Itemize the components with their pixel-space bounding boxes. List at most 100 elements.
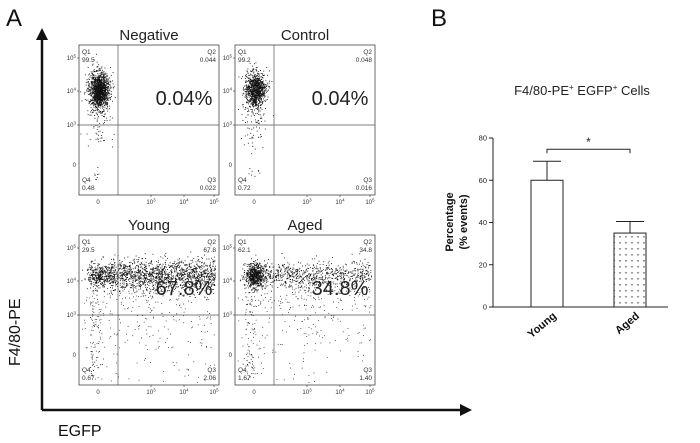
q4-value: 0.72 (238, 185, 251, 192)
y-tick-label: 105 (223, 54, 233, 63)
y-tick-label: 103 (67, 311, 77, 320)
x-tick-label: 104 (335, 198, 345, 207)
plot-frame (234, 234, 376, 386)
bar-category-label: Young (526, 310, 559, 341)
y-tick-label: 103 (223, 311, 233, 320)
x-tick-label: 103 (302, 388, 312, 397)
y-tick-label: 104 (223, 87, 233, 96)
q4-value: 0.67 (82, 375, 95, 382)
q2-name: Q2 (207, 49, 216, 56)
q2-value: 34.8 (359, 247, 372, 254)
x-tick-label: 104 (335, 388, 345, 397)
bar-y-tick-label: 80 (479, 134, 487, 143)
q1-value: 29.5 (82, 247, 95, 254)
q1-name: Q1 (82, 49, 91, 56)
flow-x-axis-label: EGFP (58, 423, 102, 440)
plot-frame (78, 234, 220, 386)
bar-y-tick-label: 0 (483, 303, 487, 312)
q2-value: 67.8 (203, 247, 216, 254)
y-tick-label: 104 (67, 277, 77, 286)
q1-name: Q1 (238, 49, 247, 56)
y-tick-label: 104 (223, 277, 233, 286)
y-tick-zero: 0 (73, 353, 77, 359)
bar-category-label: Aged (613, 310, 642, 337)
x-tick-label: 105 (209, 388, 219, 397)
y-tick-zero: 0 (229, 163, 233, 169)
q3-value: 1.40 (359, 375, 372, 382)
plot-title: Aged (287, 217, 322, 234)
x-tick-zero: 0 (252, 390, 256, 396)
plot-title: Negative (119, 27, 178, 44)
panel-label-a: A (6, 5, 22, 32)
flow-plots: Negative0.04%Q199.5Q20.044Q30.022Q40.481… (67, 27, 376, 397)
q3-name: Q3 (363, 367, 372, 374)
plot-title: Control (281, 27, 329, 44)
q2-name: Q2 (363, 49, 372, 56)
x-tick-label: 105 (365, 198, 375, 207)
bar-y-tick-label: 40 (479, 218, 487, 227)
significance-marker: * (586, 135, 591, 149)
bar-aged (613, 232, 647, 308)
percent-label: 0.04% (156, 88, 213, 110)
q1-value: 62.1 (238, 247, 251, 254)
event-dots (81, 251, 216, 383)
event-dots (237, 253, 372, 383)
q3-value: 0.016 (356, 185, 373, 192)
x-tick-zero: 0 (252, 200, 256, 206)
x-tick-label: 104 (179, 198, 189, 207)
flow-frame (36, 28, 472, 416)
bar-marks: 0 20 40 60 80 Young Aged * (479, 134, 668, 341)
y-tick-zero: 0 (229, 353, 233, 359)
q4-name: Q4 (82, 177, 91, 184)
q4-value: 0.48 (82, 185, 95, 192)
bar-y-tick-label: 60 (479, 176, 487, 185)
q2-value: 0.044 (200, 57, 217, 64)
q1-name: Q1 (238, 239, 247, 246)
q2-name: Q2 (363, 239, 372, 246)
bar-y-label-line1: Percentage (444, 192, 456, 251)
percent-label: 0.04% (312, 88, 369, 110)
event-dots (238, 62, 274, 177)
q4-name: Q4 (238, 367, 247, 374)
q1-value: 99.5 (82, 57, 95, 64)
y-tick-label: 104 (67, 87, 77, 96)
q3-value: 0.022 (200, 185, 217, 192)
x-tick-label: 105 (209, 198, 219, 207)
x-tick-label: 104 (179, 388, 189, 397)
q3-name: Q3 (207, 177, 216, 184)
q3-name: Q3 (363, 177, 372, 184)
q3-value: 2.06 (203, 375, 216, 382)
q4-name: Q4 (238, 177, 247, 184)
bar-chart-title: F4/80-PE+ EGFP+ Cells (514, 83, 650, 98)
flow-y-axis-label: F4/80-PE (7, 298, 24, 366)
q1-value: 99.2 (238, 57, 251, 64)
y-tick-label: 103 (67, 121, 77, 130)
x-tick-label: 103 (146, 198, 156, 207)
plot-frame (78, 44, 220, 196)
event-dots (80, 53, 116, 180)
x-tick-zero: 0 (96, 200, 100, 206)
x-tick-zero: 0 (96, 390, 100, 396)
q4-name: Q4 (82, 367, 91, 374)
x-tick-label: 103 (302, 198, 312, 207)
y-tick-label: 105 (67, 54, 77, 63)
bar-y-tick-label: 20 (479, 260, 487, 269)
panel-label-b: B (431, 5, 447, 32)
percent-label: 34.8% (312, 278, 369, 300)
q2-value: 0.048 (356, 57, 373, 64)
bar-y-label-line2: (% events) (458, 194, 470, 249)
q3-name: Q3 (207, 367, 216, 374)
significance-bracket (546, 148, 631, 154)
y-tick-label: 103 (223, 121, 233, 130)
bar-young (530, 179, 564, 308)
y-tick-zero: 0 (73, 163, 77, 169)
x-tick-label: 103 (146, 388, 156, 397)
percent-label: 67.8% (156, 278, 213, 300)
q1-name: Q1 (82, 239, 91, 246)
q2-name: Q2 (207, 239, 216, 246)
